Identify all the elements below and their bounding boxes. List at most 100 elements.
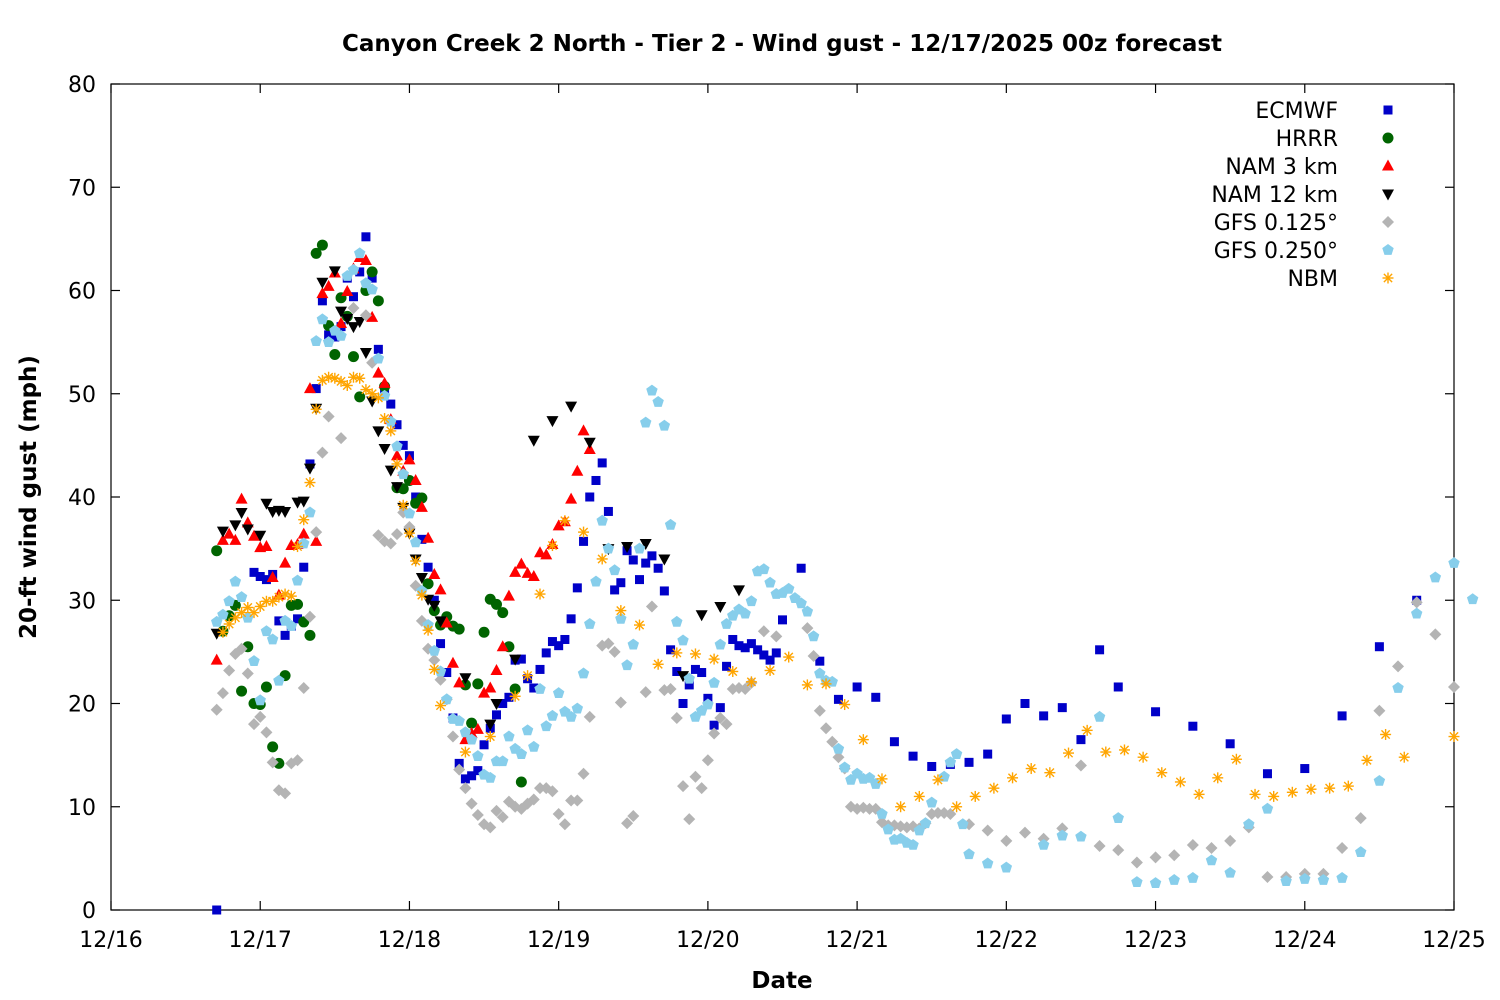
- x-tick-label: 12/20: [676, 928, 739, 953]
- data-point: [235, 642, 248, 655]
- data-point: [677, 671, 690, 683]
- data-point: [701, 754, 714, 767]
- data-point: [820, 678, 832, 690]
- data-point: [826, 735, 839, 748]
- data-point: [298, 514, 310, 526]
- data-point: [963, 848, 975, 860]
- data-point: [391, 482, 404, 494]
- data-point: [266, 633, 279, 645]
- data-point: [608, 564, 621, 576]
- data-point: [442, 668, 452, 678]
- data-point: [1305, 783, 1317, 795]
- data-point: [571, 794, 584, 807]
- data-point: [734, 641, 744, 651]
- data-point: [658, 554, 671, 566]
- data-point: [472, 678, 484, 690]
- data-point: [1044, 767, 1056, 779]
- data-point: [783, 651, 795, 663]
- data-point: [1373, 704, 1386, 717]
- data-point: [303, 382, 316, 394]
- data-point: [503, 730, 515, 742]
- data-point: [391, 458, 403, 470]
- data-point: [552, 807, 565, 820]
- data-point: [652, 396, 664, 407]
- data-point: [615, 605, 627, 617]
- data-point: [1001, 714, 1011, 724]
- series-gfs-0-250-: [210, 247, 1479, 889]
- data-point: [757, 625, 770, 638]
- data-point: [359, 347, 372, 359]
- data-point: [658, 419, 671, 431]
- data-point: [335, 375, 347, 387]
- data-point: [391, 440, 403, 452]
- data-point: [249, 567, 259, 577]
- data-point: [1075, 830, 1087, 842]
- data-point: [820, 722, 833, 735]
- data-point: [813, 704, 826, 717]
- data-point: [366, 283, 378, 295]
- data-point: [366, 266, 378, 278]
- data-point: [559, 515, 571, 527]
- data-point: [398, 440, 408, 450]
- data-point: [446, 656, 459, 668]
- data-point: [857, 734, 869, 746]
- data-point: [217, 608, 229, 620]
- data-point: [628, 555, 638, 565]
- data-point: [384, 537, 397, 550]
- data-point: [465, 733, 478, 745]
- data-point: [490, 663, 503, 675]
- data-point: [527, 793, 540, 806]
- data-point: [919, 817, 932, 829]
- data-point: [981, 824, 994, 837]
- data-point: [1410, 596, 1423, 609]
- x-tick-label: 12/19: [527, 928, 590, 953]
- data-point: [1000, 834, 1013, 847]
- data-point: [459, 726, 472, 738]
- data-point: [614, 696, 627, 709]
- data-point: [807, 650, 820, 663]
- data-point: [1188, 721, 1198, 731]
- data-point: [229, 533, 242, 545]
- data-point: [436, 639, 446, 649]
- data-point: [546, 785, 559, 798]
- data-point: [497, 607, 509, 619]
- data-point: [1137, 751, 1149, 763]
- data-point: [353, 316, 366, 328]
- data-point: [254, 600, 266, 612]
- legend-label: NAM 12 km: [1211, 183, 1338, 208]
- data-point: [453, 763, 466, 776]
- data-point: [627, 810, 640, 823]
- data-point: [279, 506, 292, 518]
- data-point: [422, 624, 434, 636]
- data-point: [484, 681, 497, 693]
- data-point: [1151, 707, 1161, 717]
- data-point: [528, 740, 540, 752]
- x-tick-label: 12/25: [1422, 928, 1485, 953]
- data-point: [241, 667, 254, 680]
- data-point: [590, 575, 602, 587]
- data-point: [285, 590, 297, 602]
- data-point: [653, 563, 663, 573]
- data-point: [502, 589, 515, 601]
- data-point: [578, 526, 590, 538]
- data-point: [1168, 874, 1180, 885]
- data-point: [260, 498, 273, 510]
- data-point: [341, 313, 354, 325]
- data-point: [341, 379, 353, 391]
- data-point: [341, 285, 354, 297]
- data-point: [796, 563, 806, 573]
- data-point: [459, 782, 472, 795]
- data-point: [1355, 846, 1367, 858]
- data-point: [435, 700, 447, 712]
- data-point: [540, 548, 553, 560]
- data-point: [1020, 699, 1030, 708]
- data-point: [596, 514, 608, 526]
- data-point: [391, 449, 404, 461]
- data-point: [745, 595, 758, 607]
- data-point: [410, 555, 422, 567]
- data-point: [210, 628, 223, 640]
- data-point: [1224, 866, 1236, 878]
- data-point: [621, 817, 634, 830]
- data-point: [540, 720, 552, 732]
- data-point: [1262, 769, 1272, 779]
